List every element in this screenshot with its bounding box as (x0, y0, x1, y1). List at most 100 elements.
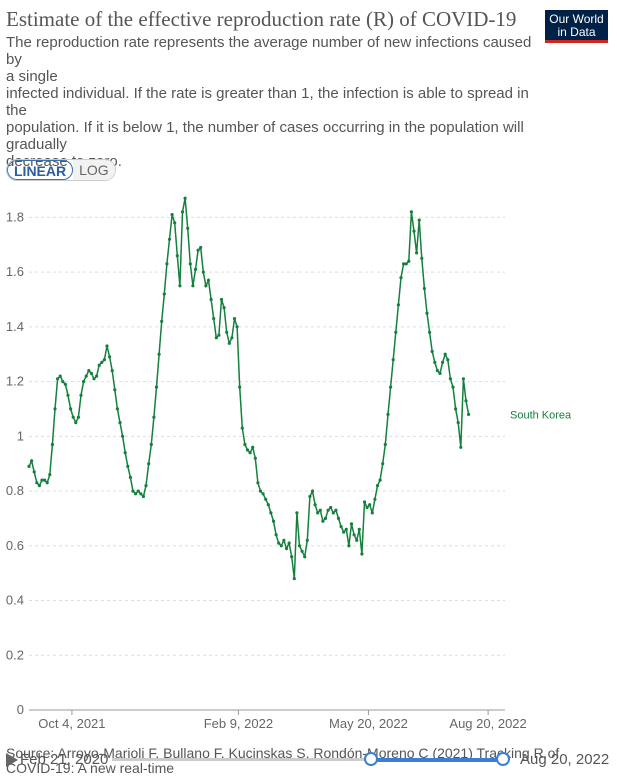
data-point (297, 544, 302, 548)
data-point (131, 489, 135, 493)
data-point (362, 500, 367, 504)
data-point (243, 442, 247, 447)
data-point (389, 385, 393, 389)
logo-accent-bar (545, 40, 608, 43)
data-point (56, 377, 60, 381)
timeline-start-handle[interactable] (364, 752, 378, 766)
data-point (339, 525, 343, 529)
data-point (84, 374, 88, 378)
scale-toggle: LINEAR LOG (6, 159, 116, 181)
data-point (344, 527, 348, 532)
log-scale-button[interactable]: LOG (73, 160, 115, 180)
data-point (69, 407, 73, 411)
data-point (121, 434, 125, 438)
data-point (188, 262, 192, 266)
data-point (323, 516, 328, 521)
y-tick-label: 0.6 (6, 538, 24, 553)
data-point (357, 527, 361, 532)
linear-scale-button[interactable]: LINEAR (7, 160, 74, 180)
series-south-korea (27, 196, 471, 581)
data-point (178, 284, 182, 288)
data-point (87, 369, 91, 373)
data-point (334, 508, 338, 512)
x-tick-label: Oct 4, 2021 (38, 716, 105, 731)
timeline-selected-range[interactable] (372, 758, 502, 762)
data-point (251, 445, 255, 449)
data-point (128, 475, 132, 479)
data-point (464, 399, 468, 403)
data-point (82, 380, 86, 384)
data-point (40, 478, 44, 482)
data-point (50, 442, 55, 447)
x-tick-label: Feb 9, 2022 (204, 716, 273, 731)
data-point (347, 544, 351, 548)
y-tick-label: 1.2 (6, 374, 24, 389)
data-point (209, 297, 213, 302)
data-point (32, 470, 36, 474)
data-point (61, 380, 65, 384)
data-point (253, 456, 257, 460)
data-point (435, 369, 439, 373)
data-point (269, 511, 273, 515)
play-icon[interactable] (6, 753, 18, 767)
data-point (149, 442, 153, 447)
y-tick-label: 0.8 (6, 483, 24, 498)
data-point (74, 421, 78, 425)
data-point (258, 489, 263, 493)
data-point (349, 522, 354, 526)
data-point (316, 511, 320, 515)
data-point (378, 478, 382, 482)
data-point (329, 505, 333, 510)
timeline-slider[interactable]: Feb 21, 2020 Aug 20, 2022 (0, 748, 617, 771)
timeline-end-handle[interactable] (496, 752, 510, 766)
data-point (407, 259, 411, 263)
data-point (219, 297, 224, 302)
data-point (110, 369, 114, 373)
data-point (199, 245, 203, 250)
data-point (123, 451, 127, 455)
data-point (417, 218, 421, 222)
data-point (227, 341, 231, 345)
data-point (139, 492, 143, 496)
data-point (287, 541, 291, 545)
owid-logo[interactable]: Our World in Data (545, 10, 608, 43)
data-point (279, 544, 283, 548)
data-point (428, 330, 432, 334)
data-point (95, 374, 99, 378)
data-point (154, 385, 159, 389)
data-point (102, 358, 106, 362)
data-point (141, 494, 145, 499)
data-point (277, 541, 281, 545)
data-point (310, 489, 315, 493)
y-axis-ticks: 0 0.2 0.4 0.6 0.8 1 1.2 1.4 1.6 1.8 (6, 209, 24, 717)
y-tick-label: 1.8 (6, 209, 24, 224)
data-point (399, 276, 403, 280)
data-point (271, 519, 276, 523)
data-point (240, 426, 244, 430)
data-point (183, 196, 187, 200)
data-point (160, 319, 164, 323)
data-point (300, 549, 304, 553)
data-point (412, 229, 416, 233)
logo-line1: Our World (549, 12, 604, 26)
data-point (245, 448, 250, 452)
data-point (97, 363, 101, 367)
data-point (48, 473, 52, 477)
data-point (152, 415, 156, 419)
data-point (415, 251, 419, 255)
y-tick-label: 0.2 (6, 647, 24, 662)
timeline-track[interactable] (112, 758, 370, 761)
data-point (165, 262, 169, 266)
logo-line2: in Data (557, 25, 596, 39)
data-point (256, 481, 260, 485)
data-point (76, 415, 80, 419)
data-point (79, 393, 83, 397)
data-point (238, 385, 242, 389)
data-point (430, 349, 434, 354)
data-point (433, 360, 437, 364)
data-point (170, 213, 174, 217)
series-line (28, 198, 470, 579)
data-point (420, 256, 424, 260)
data-point (43, 478, 47, 482)
data-point (454, 407, 458, 411)
